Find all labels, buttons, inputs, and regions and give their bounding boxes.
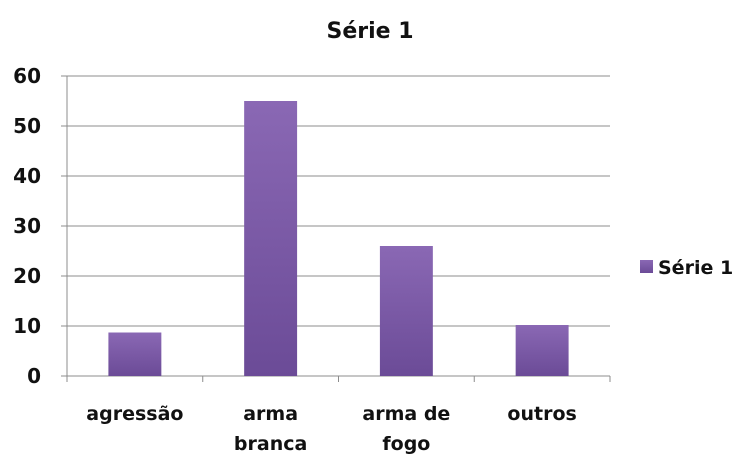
y-tick-label: 0 xyxy=(27,364,41,388)
bars xyxy=(108,101,569,376)
x-axis-tick-labels: agressão arma branca arma de fogo outros xyxy=(86,403,577,455)
y-tick-label: 30 xyxy=(13,214,41,238)
chart-title: Série 1 xyxy=(326,19,413,44)
gridlines xyxy=(61,75,610,377)
bar xyxy=(244,101,298,376)
y-tick-label: 40 xyxy=(13,164,41,188)
y-axis-tick-labels: 0 10 20 30 40 50 60 xyxy=(13,64,41,388)
y-tick-label: 10 xyxy=(13,314,41,338)
legend: Série 1 xyxy=(640,257,733,279)
legend-swatch xyxy=(640,260,653,273)
legend-label: Série 1 xyxy=(658,257,733,279)
bar xyxy=(379,246,433,376)
x-tick-label: arma branca xyxy=(234,403,307,455)
y-tick-label: 60 xyxy=(13,64,41,88)
x-tick-label: arma de fogo xyxy=(362,403,450,455)
x-tick-label: outros xyxy=(507,403,576,425)
y-tick-label: 20 xyxy=(13,264,41,288)
bar xyxy=(515,325,569,376)
x-tick-label: agressão xyxy=(86,403,183,425)
y-tick-label: 50 xyxy=(13,114,41,138)
bar xyxy=(108,332,162,376)
